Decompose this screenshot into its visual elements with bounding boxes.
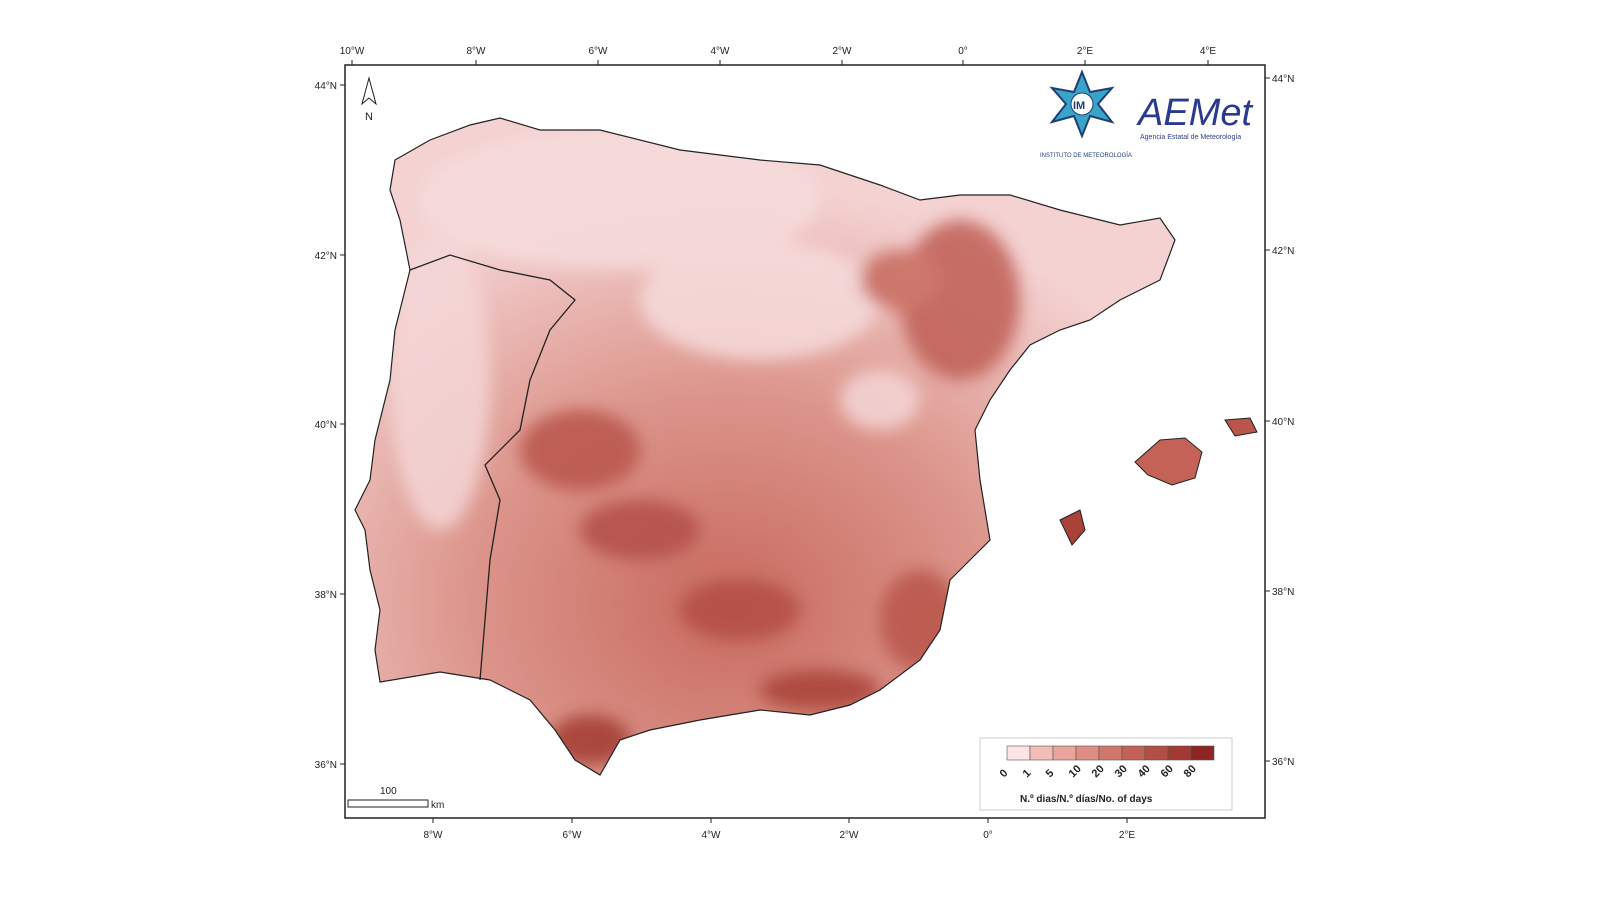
tick-label-top: 4°E (1200, 46, 1217, 57)
scale-unit: km (431, 800, 444, 811)
im-logo-text: IM (1073, 100, 1085, 112)
tick-label-bottom: 0° (983, 830, 993, 841)
tick-label-left: 36°N (315, 760, 337, 771)
legend-swatch (1144, 745, 1169, 761)
legend-swatch (1098, 745, 1123, 761)
tick-label-right: 42°N (1272, 246, 1294, 257)
tick-label-top: 10°W (340, 46, 365, 57)
tick-label-top: 8°W (467, 46, 487, 57)
legend-swatch (1190, 745, 1215, 761)
tick-label-bottom: 8°W (424, 830, 444, 841)
legend-title: N.º dias/N.º días/No. of days (1020, 794, 1153, 805)
tick-label-right: 40°N (1272, 417, 1294, 428)
tick-label-top: 6°W (589, 46, 609, 57)
mallorca (1134, 437, 1203, 486)
tick-label-top: 2°E (1077, 46, 1094, 57)
north-label: N (365, 111, 373, 123)
aemet-logo-text: AEMet (1136, 92, 1253, 134)
legend-swatch (1075, 745, 1100, 761)
legend-swatch (1006, 745, 1031, 761)
legend-swatch (1052, 745, 1077, 761)
tick-label-bottom: 6°W (563, 830, 583, 841)
tick-label-top: 2°W (833, 46, 853, 57)
tick-label-left: 40°N (315, 420, 337, 431)
tick-label-right: 36°N (1272, 757, 1294, 768)
tick-label-bottom: 2°W (840, 830, 860, 841)
menorca (1224, 417, 1258, 437)
scale-value: 100 (380, 786, 397, 797)
tick-label-left: 44°N (315, 81, 337, 92)
tick-label-bottom: 4°W (702, 830, 722, 841)
tick-label-right: 38°N (1272, 587, 1294, 598)
legend: 0 1 5 10 20 30 40 60 80 N.º dias/N.º días/No. of… (979, 737, 1233, 811)
portugal-border (409, 254, 576, 681)
tick-label-top: 0° (958, 46, 968, 57)
aemet-logo: AEMet Agencia Estatal de Meteorología (1136, 92, 1253, 141)
legend-swatch (1167, 745, 1192, 761)
mainland-fill (355, 118, 1175, 775)
tick-label-top: 4°W (711, 46, 731, 57)
legend-swatch (1121, 745, 1146, 761)
tick-label-bottom: 2°E (1119, 830, 1136, 841)
tick-label-left: 38°N (315, 590, 337, 601)
tick-label-left: 42°N (315, 251, 337, 262)
legend-swatch (1029, 745, 1054, 761)
im-logo: IM INSTITUTO DE METEOROLOGÍA (1040, 69, 1132, 159)
scale-bar: 100 km (347, 786, 444, 811)
im-logo-caption: INSTITUTO DE METEOROLOGÍA (1040, 152, 1132, 159)
aemet-logo-caption: Agencia Estatal de Meteorología (1140, 134, 1241, 141)
north-arrow: N (361, 76, 377, 123)
tick-label-right: 44°N (1272, 74, 1294, 85)
ibiza (1059, 509, 1086, 546)
